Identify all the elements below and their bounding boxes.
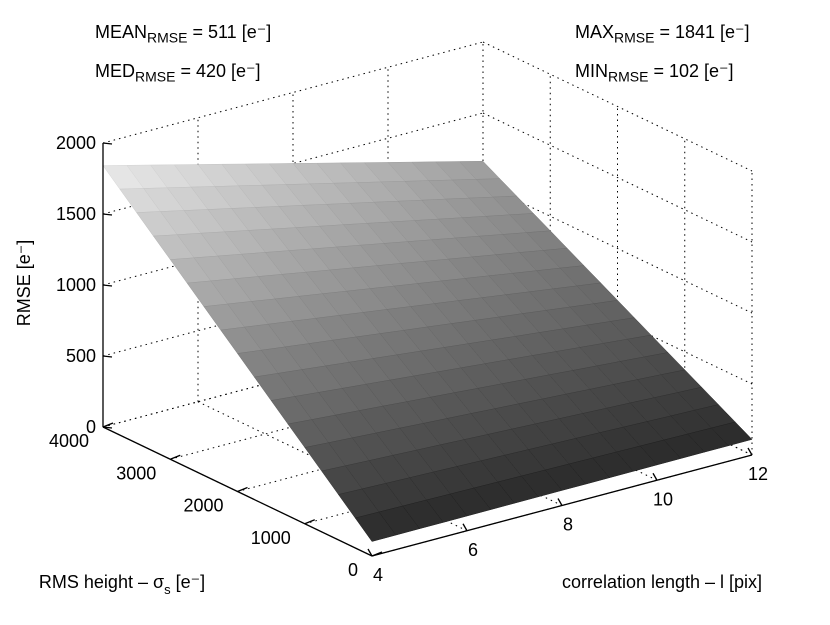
surface-mesh — [102, 161, 753, 542]
x-tick-mark — [462, 523, 468, 532]
y-tick-label: 3000 — [116, 463, 156, 483]
x-tick-label: 12 — [748, 464, 768, 484]
z-tick-label: 500 — [66, 346, 96, 366]
mean-rmse-stat: MEANRMSE = 511 [e⁻] — [95, 22, 272, 46]
x-tick-label: 10 — [653, 489, 673, 509]
x-axis-label: correlation length – l [pix] — [562, 572, 762, 592]
grid-line-side-z — [482, 112, 753, 243]
z-axis-label: RMSE [e⁻] — [14, 240, 34, 327]
z-tick-label: 1000 — [56, 275, 96, 295]
median-rmse-stat: MEDRMSE = 420 [e⁻] — [95, 61, 261, 85]
y-tick-mark — [371, 551, 383, 557]
x-tick-label: 8 — [563, 515, 573, 535]
z-tick-label: 2000 — [56, 133, 96, 153]
y-tick-mark — [237, 486, 248, 493]
y-tick-label: 4000 — [49, 431, 89, 451]
x-tick-label: 4 — [373, 565, 383, 585]
x-tick-mark — [557, 498, 563, 506]
z-tick-mark — [102, 355, 113, 358]
y-tick-label: 2000 — [183, 496, 223, 516]
grid-line-side-z — [482, 183, 753, 314]
x-tick-mark — [747, 447, 753, 456]
z-tick-label: 1500 — [56, 204, 96, 224]
y-tick-mark — [170, 454, 181, 460]
y-tick-mark — [304, 519, 315, 525]
y-tick-mark — [102, 422, 114, 428]
max-rmse-stat: MAXRMSE = 1841 [e⁻] — [575, 22, 750, 46]
y-axis-label: RMS height – σs [e⁻] — [39, 572, 205, 597]
x-tick-label: 6 — [468, 540, 478, 560]
x-tick-mark — [367, 548, 373, 557]
z-tick-mark — [102, 284, 113, 287]
z-tick-mark — [102, 426, 113, 429]
y-tick-label: 1000 — [251, 528, 291, 548]
grid-line-side-z — [482, 41, 753, 172]
y-tick-label: 0 — [348, 560, 358, 580]
z-tick-mark — [102, 213, 113, 216]
min-rmse-stat: MINRMSE = 102 [e⁻] — [575, 61, 734, 85]
surface-patch — [354, 511, 397, 542]
z-tick-mark — [102, 142, 113, 145]
z-tick-label: 0 — [86, 417, 96, 437]
x-tick-mark — [652, 472, 658, 481]
